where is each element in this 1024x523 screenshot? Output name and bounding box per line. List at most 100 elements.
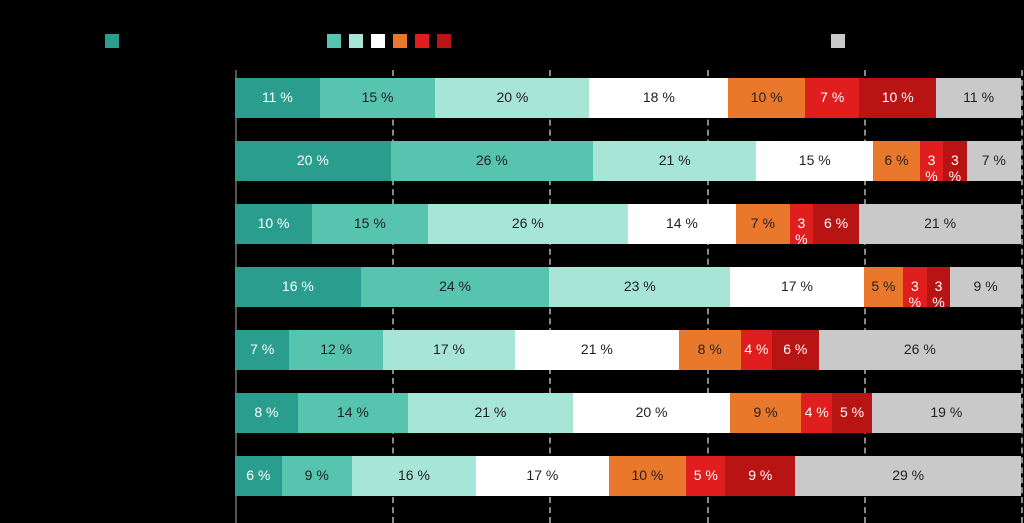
- bar-segment: 10 %: [728, 78, 805, 118]
- bar-segment: 3 %: [943, 141, 966, 181]
- segment-value: 7 %: [805, 89, 859, 105]
- plot-area: 11 %15 %20 %18 %10 %7 %10 %11 %20 %26 %2…: [235, 70, 1021, 523]
- bar-segment: 14 %: [628, 204, 736, 244]
- segment-value: 20 %: [235, 152, 391, 168]
- legend-swatch: [415, 34, 429, 48]
- bar-segment: 3 %: [927, 267, 951, 307]
- gridline: [1021, 70, 1023, 523]
- segment-value: 18 %: [589, 89, 728, 105]
- segment-value: 10 %: [728, 89, 805, 105]
- legend-swatch: [393, 34, 407, 48]
- bar-segment: 21 %: [408, 393, 573, 433]
- segment-value: 6 %: [813, 215, 859, 231]
- segment-value: 21 %: [408, 404, 573, 420]
- bar-row: 20 %26 %21 %15 %6 %3 %3 %7 %: [235, 141, 1021, 181]
- bar-segment: 14 %: [298, 393, 408, 433]
- bar-segment: 10 %: [609, 456, 687, 496]
- segment-value: 9 %: [730, 404, 801, 420]
- bar-segment: 5 %: [864, 267, 903, 307]
- segment-value: 15 %: [756, 152, 873, 168]
- bar-segment: 6 %: [813, 204, 859, 244]
- bar-row: 16 %24 %23 %17 %5 %3 %3 %9 %: [235, 267, 1021, 307]
- bar-segment: 15 %: [756, 141, 873, 181]
- segment-value: 14 %: [298, 404, 408, 420]
- legend-swatch: [105, 34, 119, 48]
- bar-segment: 26 %: [391, 141, 593, 181]
- segment-value: 21 %: [515, 341, 678, 357]
- bar-segment: 6 %: [873, 141, 920, 181]
- bar-segment: 20 %: [235, 141, 391, 181]
- bar-segment: 4 %: [741, 330, 772, 370]
- segment-value: 11 %: [235, 89, 320, 105]
- segment-value: 9 %: [950, 278, 1021, 294]
- bar-segment: 15 %: [320, 78, 436, 118]
- segment-value: 3 %: [790, 215, 813, 247]
- bar-segment: 15 %: [312, 204, 428, 244]
- bar-segment: 19 %: [872, 393, 1021, 433]
- segment-value: 7 %: [235, 341, 289, 357]
- bar-row: 8 %14 %21 %20 %9 %4 %5 %19 %: [235, 393, 1021, 433]
- bar-segment: 9 %: [282, 456, 352, 496]
- bar-segment: 3 %: [903, 267, 927, 307]
- chart-page: 11 %15 %20 %18 %10 %7 %10 %11 %20 %26 %2…: [0, 0, 1024, 523]
- bar-segment: 17 %: [476, 456, 608, 496]
- bar-row: 10 %15 %26 %14 %7 %3 %6 %21 %: [235, 204, 1021, 244]
- bar-segment: 6 %: [772, 330, 819, 370]
- segment-value: 8 %: [235, 404, 298, 420]
- bar-segment: 8 %: [679, 330, 741, 370]
- legend-swatch: [349, 34, 363, 48]
- segment-value: 9 %: [282, 467, 352, 483]
- segment-value: 9 %: [725, 467, 795, 483]
- bar-segment: 4 %: [801, 393, 832, 433]
- segment-value: 15 %: [320, 89, 436, 105]
- segment-value: 4 %: [801, 404, 832, 420]
- bar-segment: 7 %: [235, 330, 289, 370]
- bar-segment: 8 %: [235, 393, 298, 433]
- y-axis-labels: [0, 70, 225, 523]
- bar-segment: 20 %: [573, 393, 730, 433]
- segment-value: 15 %: [312, 215, 428, 231]
- bar-segment: 7 %: [736, 204, 790, 244]
- bar-segment: 6 %: [235, 456, 282, 496]
- segment-value: 4 %: [741, 341, 772, 357]
- segment-value: 24 %: [361, 278, 550, 294]
- segment-value: 8 %: [679, 341, 741, 357]
- bar-segment: 7 %: [967, 141, 1021, 181]
- bar-segment: 17 %: [383, 330, 515, 370]
- bar-segment: 3 %: [920, 141, 943, 181]
- bar-segment: 21 %: [859, 204, 1021, 244]
- segment-value: 26 %: [391, 152, 593, 168]
- segment-value: 11 %: [936, 89, 1021, 105]
- bar-segment: 7 %: [805, 78, 859, 118]
- segment-value: 5 %: [686, 467, 725, 483]
- segment-value: 3 %: [943, 152, 966, 184]
- bar-segment: 29 %: [795, 456, 1021, 496]
- bar-segment: 3 %: [790, 204, 813, 244]
- bar-segment: 9 %: [730, 393, 801, 433]
- bar-segment: 16 %: [352, 456, 477, 496]
- segment-value: 6 %: [235, 467, 282, 483]
- segment-value: 26 %: [428, 215, 628, 231]
- segment-value: 3 %: [927, 278, 951, 310]
- bar-segment: 10 %: [235, 204, 312, 244]
- bar-row: 6 %9 %16 %17 %10 %5 %9 %29 %: [235, 456, 1021, 496]
- segment-value: 17 %: [383, 341, 515, 357]
- segment-value: 7 %: [967, 152, 1021, 168]
- legend-swatch: [371, 34, 385, 48]
- bar-segment: 24 %: [361, 267, 550, 307]
- bar-segment: 21 %: [593, 141, 756, 181]
- bar-row: 11 %15 %20 %18 %10 %7 %10 %11 %: [235, 78, 1021, 118]
- segment-value: 10 %: [609, 467, 687, 483]
- segment-value: 7 %: [736, 215, 790, 231]
- bar-segment: 12 %: [289, 330, 382, 370]
- legend-swatch: [327, 34, 341, 48]
- bar-segment: 16 %: [235, 267, 361, 307]
- bar-segment: 5 %: [832, 393, 871, 433]
- bar-segment: 11 %: [235, 78, 320, 118]
- segment-value: 5 %: [832, 404, 871, 420]
- segment-value: 12 %: [289, 341, 382, 357]
- segment-value: 23 %: [549, 278, 730, 294]
- bar-segment: 20 %: [435, 78, 589, 118]
- segment-value: 19 %: [872, 404, 1021, 420]
- bar-row: 7 %12 %17 %21 %8 %4 %6 %26 %: [235, 330, 1021, 370]
